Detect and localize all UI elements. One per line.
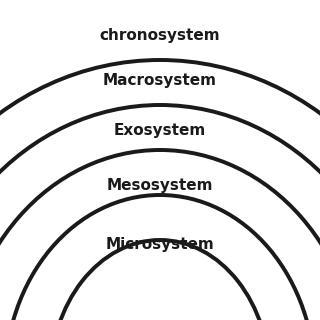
Text: Exosystem: Exosystem <box>114 123 206 138</box>
Text: Mesosystem: Mesosystem <box>107 178 213 193</box>
Text: Macrosystem: Macrosystem <box>103 73 217 87</box>
Text: Microsystem: Microsystem <box>106 237 214 252</box>
Text: chronosystem: chronosystem <box>100 28 220 43</box>
